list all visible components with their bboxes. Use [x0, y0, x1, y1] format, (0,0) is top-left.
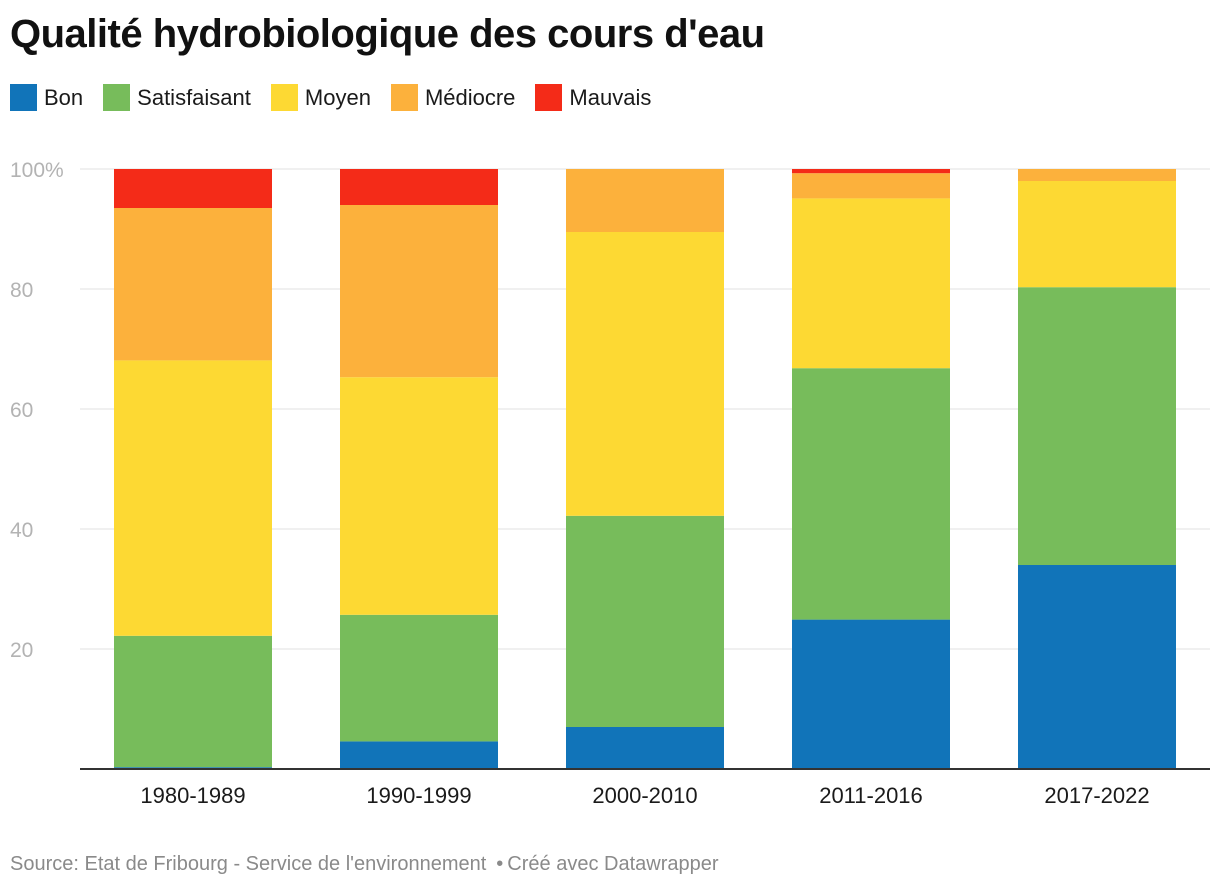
bar-segment [792, 169, 950, 174]
bar-segment [114, 169, 272, 208]
bar-segment [566, 727, 724, 769]
bar-segment [114, 208, 272, 361]
footer-source: Source: Etat de Fribourg - Service de l'… [10, 853, 719, 876]
bar-segment [1018, 565, 1176, 769]
legend-swatch [10, 84, 37, 111]
bar-segment [340, 614, 498, 742]
source-text: Source: Etat de Fribourg - Service de l'… [10, 853, 487, 875]
legend-item-3: Médiocre [390, 84, 516, 111]
bar-segment [566, 169, 724, 232]
legend-swatch [535, 84, 563, 111]
legend-swatch [390, 84, 418, 111]
bar-segment [114, 360, 272, 636]
bar-segment [1018, 287, 1176, 565]
bar-segment [792, 198, 950, 369]
x-tick-label: 2011-2016 [819, 783, 923, 808]
legend-label: Mauvais [569, 84, 652, 110]
y-tick-label: 20 [10, 639, 33, 662]
y-tick-label: 40 [10, 519, 33, 542]
y-tick-label: 80 [10, 279, 33, 302]
bar-segment [566, 515, 724, 727]
legend-label: Satisfaisant [137, 84, 251, 110]
legend: Bon Satisfaisant Moyen Médiocre Mauvais [10, 84, 671, 111]
legend-swatch [103, 84, 131, 111]
legend-item-4: Mauvais [535, 84, 651, 111]
bar-segment [1018, 181, 1176, 288]
datawrapper-credit-link[interactable]: Créé avec Datawrapper [507, 853, 719, 875]
footer-separator: • [496, 853, 504, 875]
legend-label: Bon [44, 84, 84, 110]
bar-segment [114, 635, 272, 768]
x-tick-label: 2000-2010 [592, 783, 697, 808]
bar-segment [566, 232, 724, 516]
bar-segment [1018, 169, 1176, 181]
legend-item-0: Bon [10, 84, 83, 111]
bar-segment [792, 173, 950, 199]
legend-label: Moyen [304, 84, 371, 110]
legend-label: Médiocre [424, 84, 516, 110]
y-tick-label: 100% [10, 159, 64, 182]
bar-segment [792, 368, 950, 620]
stacked-bar-chart: 20 40 60 80 100% 1980-1989 1990-1999 2000-2010 2… [10, 159, 1210, 808]
bar-segment [340, 377, 498, 615]
bar-segment [792, 619, 950, 769]
y-tick-label: 60 [10, 399, 33, 422]
legend-item-2: Moyen [270, 84, 371, 111]
legend-item-1: Satisfaisant [103, 84, 251, 111]
bar-segment [340, 205, 498, 378]
x-tick-label: 1990-1999 [366, 783, 471, 808]
bar-segment [340, 741, 498, 769]
x-tick-label: 2017-2022 [1044, 783, 1149, 808]
x-tick-label: 1980-1989 [140, 783, 245, 808]
chart-title: Qualité hydrobiologique des cours d'eau [10, 12, 765, 56]
legend-swatch [270, 84, 298, 111]
bar-segment [340, 169, 498, 205]
